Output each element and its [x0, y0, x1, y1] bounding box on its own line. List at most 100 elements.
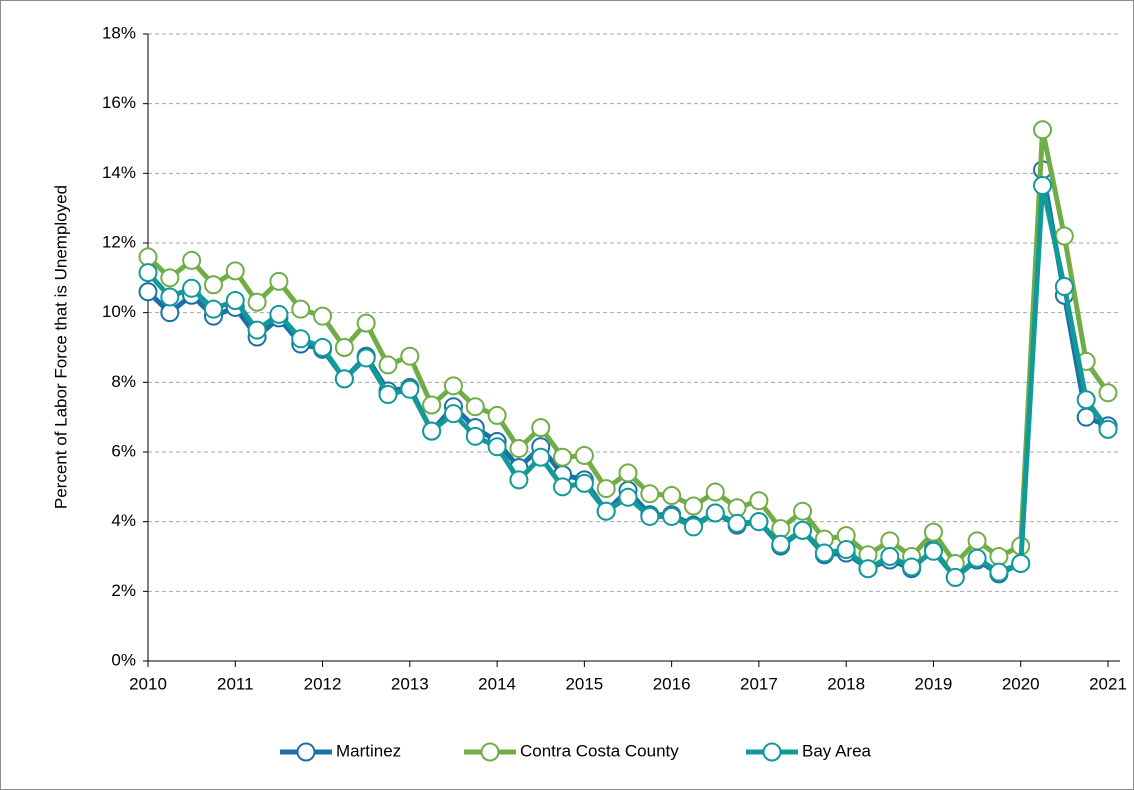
data-point: [313, 338, 333, 357]
data-point: [1098, 383, 1118, 403]
y-tick-label: 16%: [102, 93, 136, 112]
y-tick-label: 2%: [111, 581, 136, 600]
data-point: [1054, 277, 1074, 297]
data-point: [553, 477, 573, 497]
data-point: [662, 486, 682, 506]
y-tick-label: 6%: [111, 441, 136, 460]
data-point: [313, 306, 333, 326]
legend-marker: [296, 742, 316, 762]
data-point: [247, 292, 267, 312]
data-point: [618, 463, 638, 483]
data-point: [1076, 390, 1096, 410]
legend-label: Bay Area: [802, 741, 872, 760]
y-tick-label: 4%: [111, 511, 136, 530]
data-point: [640, 484, 660, 504]
data-point: [203, 299, 223, 319]
y-tick-label: 0%: [111, 650, 136, 669]
data-point: [880, 547, 900, 566]
data-point: [923, 541, 943, 561]
data-point: [225, 290, 245, 310]
data-point: [160, 303, 180, 323]
legend-label: Contra Costa County: [520, 741, 679, 760]
x-tick-label: 2014: [478, 674, 516, 693]
data-point: [138, 247, 158, 267]
data-point: [487, 405, 507, 425]
data-point: [378, 355, 398, 375]
data-point: [1098, 419, 1118, 439]
data-point: [858, 559, 878, 579]
x-tick-label: 2010: [129, 674, 167, 693]
x-tick-label: 2019: [915, 674, 953, 693]
data-point: [727, 498, 747, 518]
data-point: [356, 348, 376, 368]
data-point: [727, 513, 747, 533]
data-point: [182, 250, 202, 270]
data-point: [989, 562, 1009, 582]
y-tick-label: 12%: [102, 232, 136, 251]
x-tick-label: 2017: [740, 674, 778, 693]
x-tick-label: 2020: [1002, 674, 1040, 693]
x-tick-label: 2015: [565, 674, 603, 693]
data-point: [422, 421, 442, 441]
data-point: [1033, 120, 1053, 140]
data-point: [574, 445, 594, 465]
data-point: [1011, 553, 1031, 573]
y-tick-label: 18%: [102, 23, 136, 42]
data-point: [749, 512, 769, 532]
data-point: [291, 299, 311, 319]
data-point: [596, 501, 616, 521]
x-tick-label: 2011: [217, 674, 254, 693]
data-point: [247, 320, 267, 340]
data-point: [138, 263, 158, 283]
data-point: [1054, 226, 1074, 246]
legend-marker: [762, 742, 782, 762]
data-point: [1033, 176, 1053, 196]
data-point: [596, 479, 616, 499]
y-tick-label: 14%: [102, 163, 136, 182]
data-point: [793, 501, 813, 521]
data-point: [967, 548, 987, 568]
x-tick-label: 2012: [304, 674, 342, 693]
data-point: [334, 338, 354, 357]
data-point: [400, 379, 420, 399]
x-tick-label: 2021: [1089, 674, 1127, 693]
data-point: [465, 426, 485, 446]
data-point: [683, 517, 703, 537]
data-point: [967, 531, 987, 551]
data-point: [989, 547, 1009, 566]
data-point: [923, 522, 943, 542]
data-point: [705, 482, 725, 502]
data-point: [683, 496, 703, 516]
data-point: [269, 271, 289, 291]
data-point: [531, 418, 551, 438]
data-point: [836, 540, 856, 560]
data-point: [902, 557, 922, 577]
data-point: [749, 491, 769, 511]
data-point: [334, 369, 354, 389]
data-point: [662, 506, 682, 526]
data-point: [400, 346, 420, 366]
data-point: [553, 447, 573, 467]
y-axis-label: Percent of Labor Force that is Unemploye…: [51, 185, 70, 509]
data-point: [422, 395, 442, 415]
legend-label: Martinez: [336, 741, 401, 760]
x-tick-label: 2016: [653, 674, 691, 693]
data-point: [509, 470, 529, 490]
data-point: [225, 261, 245, 281]
data-point: [356, 313, 376, 333]
data-point: [203, 275, 223, 295]
data-point: [531, 447, 551, 467]
data-point: [574, 473, 594, 493]
data-point: [705, 503, 725, 523]
data-point: [880, 531, 900, 551]
data-point: [443, 376, 463, 396]
data-point: [465, 397, 485, 417]
data-point: [291, 329, 311, 349]
data-point: [793, 520, 813, 540]
data-point: [814, 543, 834, 563]
data-point: [138, 282, 158, 302]
data-point: [378, 385, 398, 405]
data-point: [945, 567, 965, 587]
